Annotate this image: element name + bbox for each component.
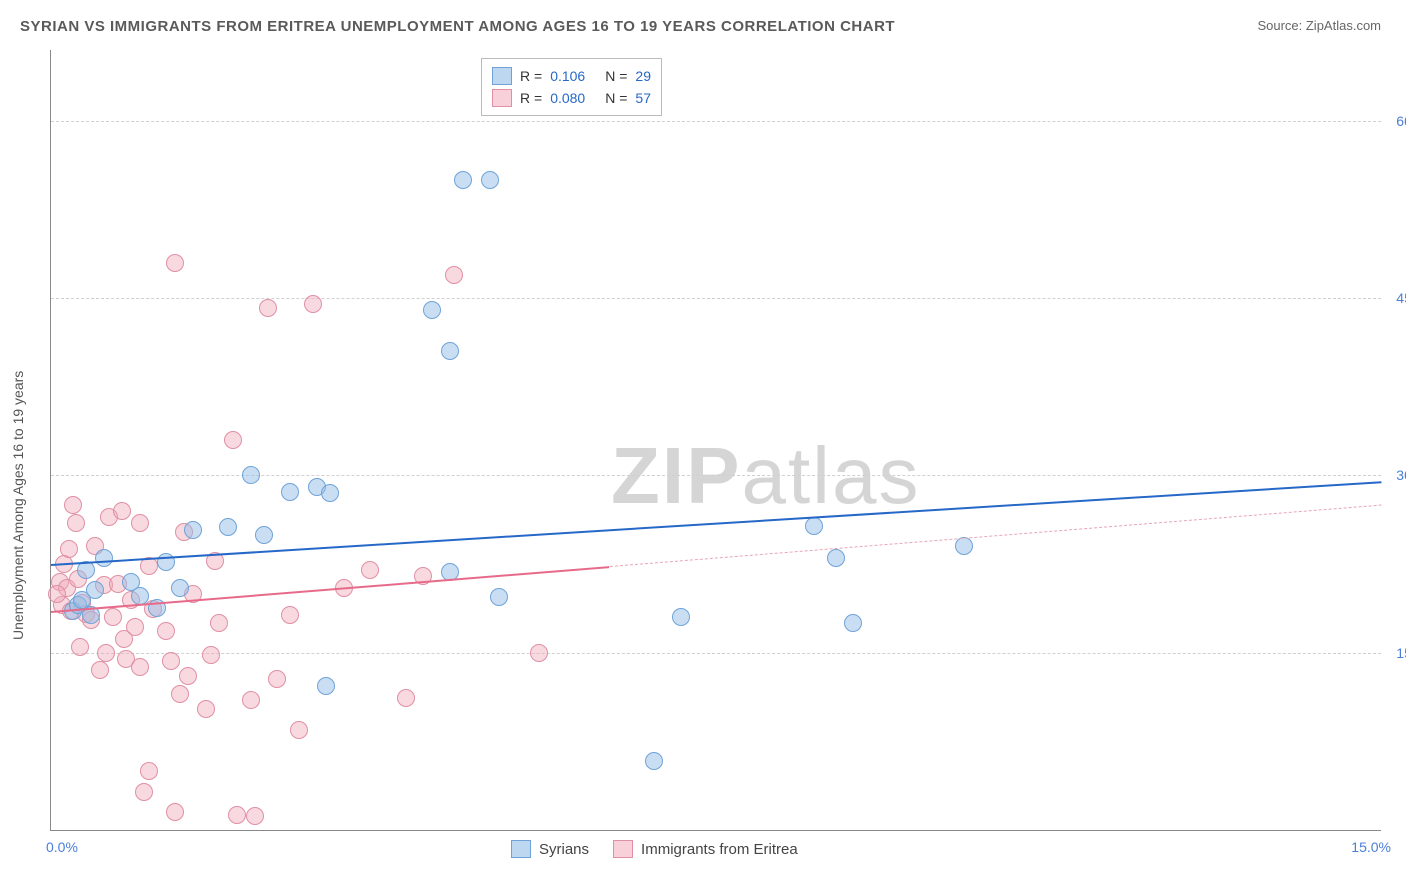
swatch-blue-icon <box>511 840 531 858</box>
trend-line <box>610 505 1381 567</box>
trend-line <box>51 481 1381 566</box>
legend-item-eritrea: Immigrants from Eritrea <box>613 840 798 858</box>
y-tick-label: 30.0% <box>1396 467 1406 483</box>
x-tick-left: 0.0% <box>46 839 78 855</box>
y-tick-label: 45.0% <box>1396 290 1406 306</box>
series-legend: Syrians Immigrants from Eritrea <box>511 840 798 858</box>
y-axis-label: Unemployment Among Ages 16 to 19 years <box>10 371 26 640</box>
legend-item-syrians: Syrians <box>511 840 589 858</box>
plot-area: ZIPatlas 15.0%30.0%45.0%60.0% R = 0.106 … <box>50 50 1381 831</box>
y-tick-label: 60.0% <box>1396 113 1406 129</box>
y-tick-label: 15.0% <box>1396 645 1406 661</box>
chart-title: SYRIAN VS IMMIGRANTS FROM ERITREA UNEMPL… <box>20 18 895 35</box>
trend-line <box>51 566 610 613</box>
x-tick-right: 15.0% <box>1351 839 1391 855</box>
swatch-pink-icon <box>613 840 633 858</box>
source-label: Source: ZipAtlas.com <box>1257 18 1381 33</box>
